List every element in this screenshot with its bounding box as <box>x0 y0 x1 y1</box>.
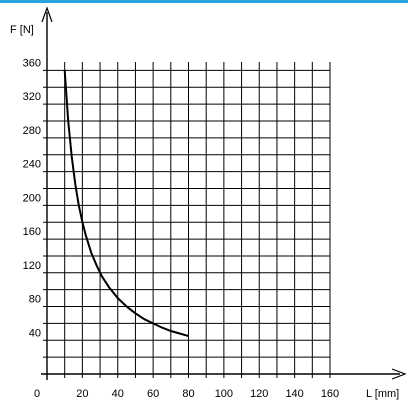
x-tick-label: 100 <box>215 388 233 400</box>
x-tick-label: 160 <box>321 388 339 400</box>
x-tick-label: 40 <box>112 388 124 400</box>
axes <box>41 6 407 380</box>
y-tick-label: 280 <box>23 125 41 137</box>
y-tick-label: 320 <box>23 91 41 103</box>
grid <box>43 62 331 378</box>
y-tick-label: 80 <box>29 294 41 306</box>
top-accent-rule <box>0 0 408 3</box>
x-tick-label: 0 <box>34 388 40 400</box>
y-tick-label: 120 <box>23 260 41 272</box>
x-tick-label: 80 <box>182 388 194 400</box>
y-axis-arrow <box>41 6 53 23</box>
tick-labels: 40 80 120 160 200 240 280 320 360 0 20 40 60 80 100 120… <box>23 57 340 400</box>
x-tick-label: 60 <box>147 388 159 400</box>
x-tick-label: 140 <box>285 388 303 400</box>
y-tick-label: 360 <box>23 57 41 69</box>
y-tick-label: 160 <box>23 226 41 238</box>
force-curve <box>63 70 189 338</box>
y-tick-label: 40 <box>29 327 41 339</box>
x-axis-arrow <box>391 368 407 380</box>
x-axis-label: L [mm] <box>366 388 399 400</box>
x-tick-label: 20 <box>76 388 88 400</box>
y-tick-label: 240 <box>23 159 41 171</box>
series <box>63 70 189 338</box>
x-tick-label: 120 <box>250 388 268 400</box>
y-axis-label: F [N] <box>10 24 34 36</box>
y-tick-label: 200 <box>23 192 41 204</box>
